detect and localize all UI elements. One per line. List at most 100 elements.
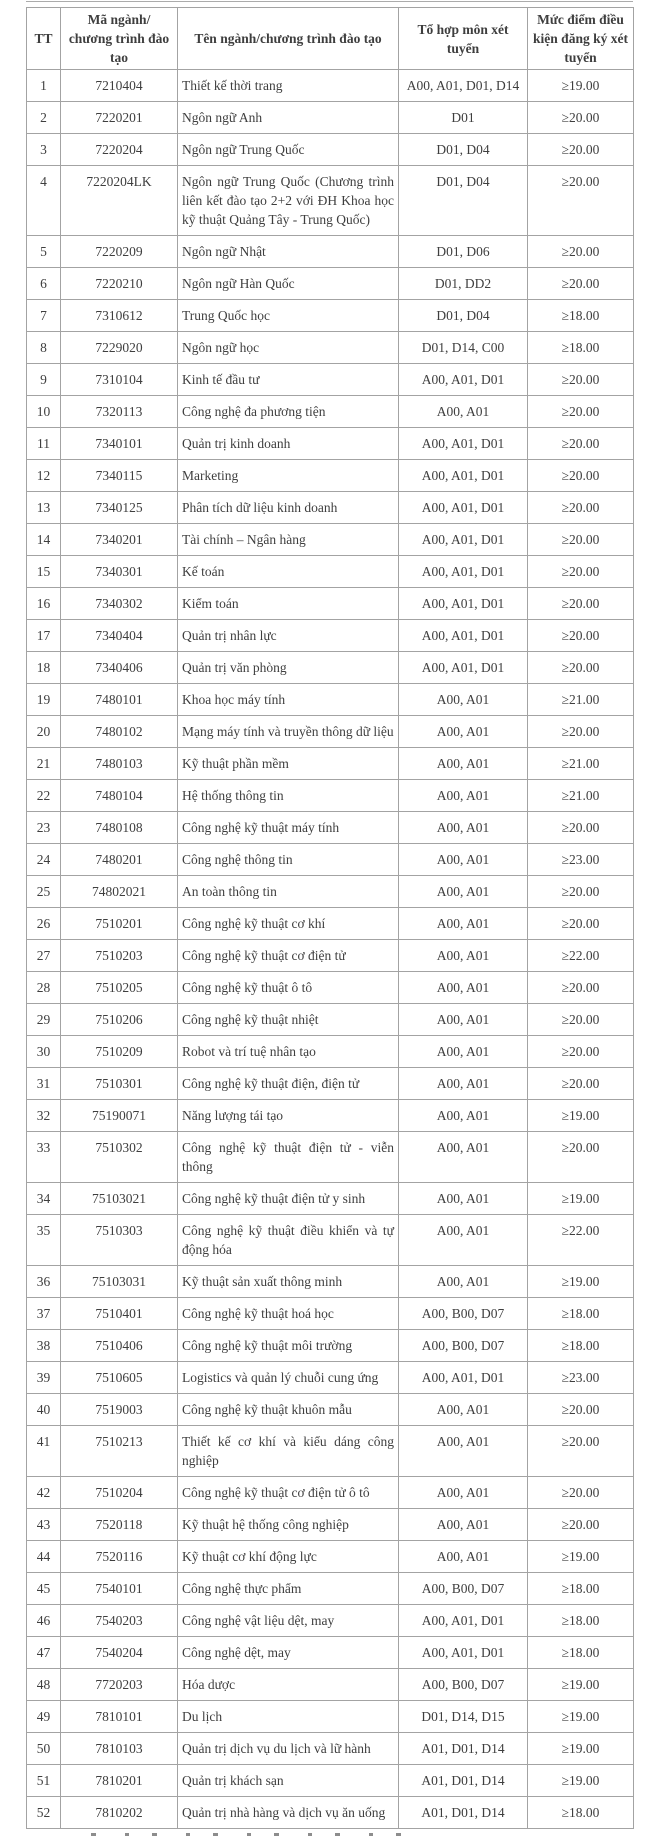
cell-combos: D01, DD2 [398, 267, 528, 300]
cell-score: ≥22.00 [527, 1214, 634, 1266]
cell-code: 7229020 [60, 331, 178, 364]
table-row: 43 7520118 Kỹ thuật hệ thống công nghiệp A0… [26, 1508, 634, 1541]
cell-tt: 38 [26, 1329, 61, 1362]
cell-code: 7510206 [60, 1003, 178, 1036]
cell-combos: A00, A01, D01 [398, 459, 528, 492]
cell-combos: A00, A01 [398, 971, 528, 1004]
table-row: 28 7510205 Công nghệ kỹ thuật ô tô A00, A01… [26, 971, 634, 1004]
cell-score: ≥20.00 [527, 587, 634, 620]
table-row: 47 7540204 Công nghệ dệt, may A00, A01, D01… [26, 1636, 634, 1669]
cell-name: Kiểm toán [177, 587, 399, 620]
cell-score: ≥20.00 [527, 1131, 634, 1183]
cell-tt: 47 [26, 1636, 61, 1669]
cell-tt: 22 [26, 779, 61, 812]
cell-code: 74802021 [60, 875, 178, 908]
table-row: 10 7320113 Công nghệ đa phương tiện A00, A0… [26, 395, 634, 428]
table-body: 1 7210404 Thiết kế thời trang A00, A01, D01… [26, 69, 634, 1829]
cell-combos: A00, A01, D01 [398, 427, 528, 460]
cell-tt: 23 [26, 811, 61, 844]
table-row: 39 7510605 Logistics và quản lý chuỗi cung… [26, 1361, 634, 1394]
cell-score: ≥20.00 [527, 1003, 634, 1036]
cell-code: 7480103 [60, 747, 178, 780]
cell-tt: 43 [26, 1508, 61, 1541]
table-row: 46 7540203 Công nghệ vật liệu dệt, may A00,… [26, 1604, 634, 1637]
cell-code: 7310612 [60, 299, 178, 332]
table-row: 52 7810202 Quản trị nhà hàng và dịch vụ ăn… [26, 1796, 634, 1829]
cell-name: Mạng máy tính và truyền thông dữ liệu [177, 715, 399, 748]
cell-tt: 14 [26, 523, 61, 556]
table-row: 32 75190071 Năng lượng tái tạo A00, A01 ≥19.… [26, 1099, 634, 1132]
cell-score: ≥20.00 [527, 619, 634, 652]
cell-code: 7220204 [60, 133, 178, 166]
cell-score: ≥20.00 [527, 235, 634, 268]
cell-score: ≥21.00 [527, 779, 634, 812]
cell-code: 7340201 [60, 523, 178, 556]
cell-tt: 1 [26, 69, 61, 102]
cell-score: ≥20.00 [527, 907, 634, 940]
cell-code: 7540203 [60, 1604, 178, 1637]
table-row: 12 7340115 Marketing A00, A01, D01 ≥20.00 [26, 459, 634, 492]
cell-name: Thiết kế thời trang [177, 69, 399, 102]
table-row: 34 75103021 Công nghệ kỹ thuật điện tử y s… [26, 1182, 634, 1215]
cell-tt: 26 [26, 907, 61, 940]
cell-tt: 20 [26, 715, 61, 748]
cell-code: 7340115 [60, 459, 178, 492]
cell-tt: 7 [26, 299, 61, 332]
table-row: 16 7340302 Kiểm toán A00, A01, D01 ≥20.00 [26, 587, 634, 620]
cell-combos: A00, A01 [398, 1425, 528, 1477]
cell-code: 7220209 [60, 235, 178, 268]
cell-code: 7210404 [60, 69, 178, 102]
cell-code: 7540101 [60, 1572, 178, 1605]
cell-name: Công nghệ kỹ thuật ô tô [177, 971, 399, 1004]
cell-tt: 18 [26, 651, 61, 684]
cell-combos: A00, A01 [398, 875, 528, 908]
cell-code: 7810101 [60, 1700, 178, 1733]
cell-name: Hệ thống thông tin [177, 779, 399, 812]
table-row: 45 7540101 Công nghệ thực phẩm A00, B00, D0… [26, 1572, 634, 1605]
cell-name: Ngôn ngữ Nhật [177, 235, 399, 268]
cell-code: 7810202 [60, 1796, 178, 1829]
cell-tt: 2 [26, 101, 61, 134]
cell-code: 7340101 [60, 427, 178, 460]
cell-tt: 32 [26, 1099, 61, 1132]
cell-code: 7480104 [60, 779, 178, 812]
cell-score: ≥18.00 [527, 1796, 634, 1829]
cell-tt: 30 [26, 1035, 61, 1068]
cell-score: ≥23.00 [527, 843, 634, 876]
cell-name: Công nghệ kỹ thuật hoá học [177, 1297, 399, 1330]
table-row: 15 7340301 Kế toán A00, A01, D01 ≥20.00 [26, 555, 634, 588]
table-row: 29 7510206 Công nghệ kỹ thuật nhiệt A00, A0… [26, 1003, 634, 1036]
table-row: 6 7220210 Ngôn ngữ Hàn Quốc D01, DD2 ≥20.00 [26, 267, 634, 300]
cell-name: Quản trị nhà hàng và dịch vụ ăn uống [177, 1796, 399, 1829]
cell-combos: D01, D04 [398, 133, 528, 166]
cell-name: Thiết kế cơ khí và kiểu dáng công nghiệp [177, 1425, 399, 1477]
cell-score: ≥23.00 [527, 1361, 634, 1394]
table-row: 9 7310104 Kinh tế đầu tư A00, A01, D01 ≥20.0… [26, 363, 634, 396]
cell-tt: 8 [26, 331, 61, 364]
cell-tt: 10 [26, 395, 61, 428]
table-row: 38 7510406 Công nghệ kỹ thuật môi trường A0… [26, 1329, 634, 1362]
cell-name: Kinh tế đầu tư [177, 363, 399, 396]
cell-name: Công nghệ thực phẩm [177, 1572, 399, 1605]
cell-score: ≥19.00 [527, 1182, 634, 1215]
cell-name: Công nghệ kỹ thuật máy tính [177, 811, 399, 844]
cell-code: 7340125 [60, 491, 178, 524]
cell-name: Hóa dược [177, 1668, 399, 1701]
cell-score: ≥18.00 [527, 1297, 634, 1330]
table-row: 50 7810103 Quản trị dịch vụ du lịch và lữ … [26, 1732, 634, 1765]
cell-name: Ngôn ngữ học [177, 331, 399, 364]
cell-code: 7480201 [60, 843, 178, 876]
cell-code: 7510204 [60, 1476, 178, 1509]
cell-tt: 52 [26, 1796, 61, 1829]
cell-tt: 36 [26, 1265, 61, 1298]
cell-tt: 46 [26, 1604, 61, 1637]
cell-score: ≥20.00 [527, 101, 634, 134]
cell-name: Quản trị văn phòng [177, 651, 399, 684]
cell-combos: A00, B00, D07 [398, 1572, 528, 1605]
cell-score: ≥22.00 [527, 939, 634, 972]
cell-code: 7510605 [60, 1361, 178, 1394]
cell-tt: 15 [26, 555, 61, 588]
cell-combos: A00, A01, D01 [398, 651, 528, 684]
table-row: 24 7480201 Công nghệ thông tin A00, A01 ≥23.… [26, 843, 634, 876]
cell-score: ≥19.00 [527, 1700, 634, 1733]
